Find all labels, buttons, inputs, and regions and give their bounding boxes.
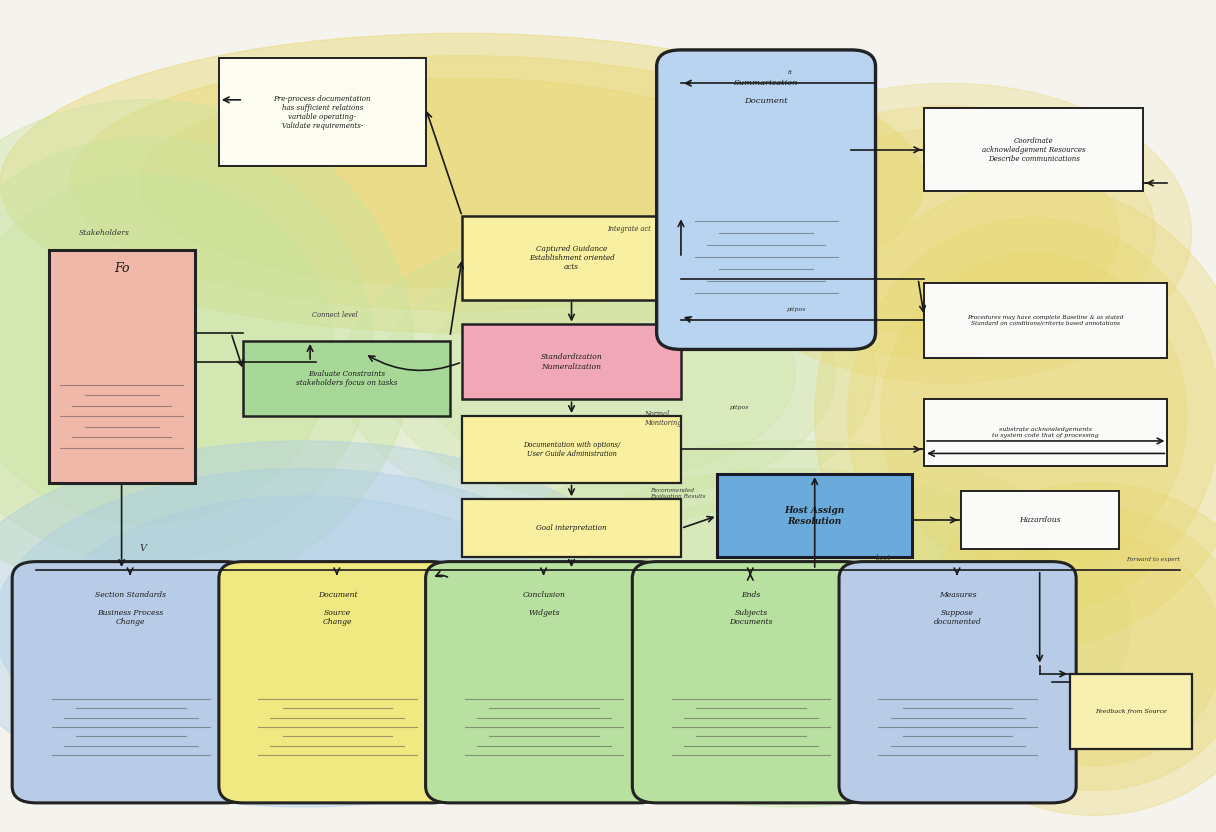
FancyBboxPatch shape [219,562,456,803]
FancyBboxPatch shape [717,474,912,557]
FancyBboxPatch shape [657,50,876,349]
Text: Document

Source
Change: Document Source Change [317,591,358,626]
Ellipse shape [848,218,1216,614]
Ellipse shape [0,100,413,599]
Ellipse shape [742,106,1155,360]
Text: Standardization
Numeralization: Standardization Numeralization [541,354,602,370]
Ellipse shape [0,175,333,524]
Ellipse shape [778,128,1119,338]
FancyBboxPatch shape [961,491,1119,549]
Ellipse shape [815,183,1216,649]
Text: Measures

Suppose
documented: Measures Suppose documented [934,591,981,626]
FancyBboxPatch shape [924,283,1167,358]
Text: Fo: Fo [114,262,129,275]
Text: substrate acknowledgements
to system code that of processing: substrate acknowledgements to system cod… [992,428,1099,438]
Ellipse shape [450,441,1131,807]
Text: Integrate act: Integrate act [607,225,651,233]
FancyBboxPatch shape [243,341,450,416]
FancyBboxPatch shape [426,562,663,803]
FancyBboxPatch shape [49,250,195,483]
Text: Stakeholders: Stakeholders [79,229,130,237]
Ellipse shape [967,532,1216,765]
Text: Procedures may have complete Baseline & as stated
Standard on conditions/criteri: Procedures may have complete Baseline & … [968,315,1124,325]
Text: Summarization

Document: Summarization Document [733,79,799,106]
Text: Captured Guidance
Establishment oriented
acts: Captured Guidance Establishment oriented… [529,245,614,271]
Text: Goal interpretation: Goal interpretation [536,524,607,532]
Ellipse shape [705,83,1192,383]
Ellipse shape [0,468,614,780]
Text: pitpos: pitpos [730,405,749,410]
Text: Normal
Monitoring: Normal Monitoring [644,409,682,427]
FancyBboxPatch shape [462,324,681,399]
FancyBboxPatch shape [632,562,869,803]
Ellipse shape [0,137,373,562]
Text: Coordinate
acknowledgement Resources
Describe communications: Coordinate acknowledgement Resources Des… [981,136,1086,163]
Text: V: V [140,544,147,553]
Ellipse shape [0,441,669,807]
Text: Pre-process documentation
has sufficient relations
variable operating-
Validate : Pre-process documentation has sufficient… [274,95,371,130]
Text: Conclusion

Widgets: Conclusion Widgets [523,591,565,617]
Text: tt: tt [788,70,793,75]
Text: Recommended
Evaluation Results: Recommended Evaluation Results [651,488,706,499]
Ellipse shape [912,483,1216,815]
Ellipse shape [552,496,1029,752]
Text: Ends

Subjects
Documents: Ends Subjects Documents [730,591,772,626]
FancyBboxPatch shape [924,108,1143,191]
Text: Feedback from Source: Feedback from Source [1094,709,1167,714]
FancyBboxPatch shape [462,416,681,483]
Text: Evaluate Constraints
stakeholders focus on tasks: Evaluate Constraints stakeholders focus … [295,370,398,387]
Text: Connect level: Connect level [311,310,358,319]
Ellipse shape [880,253,1187,579]
Text: Documentation with options/
User Guide Administration: Documentation with options/ User Guide A… [523,441,620,458]
Text: Hazardous: Hazardous [1019,516,1060,524]
FancyBboxPatch shape [462,216,681,300]
Text: pitpos: pitpos [787,307,806,312]
Text: Section Standards

Business Process
Change: Section Standards Business Process Chang… [95,591,167,626]
FancyBboxPatch shape [1070,674,1192,749]
FancyBboxPatch shape [924,399,1167,466]
Ellipse shape [501,468,1080,780]
Ellipse shape [340,225,876,524]
Ellipse shape [421,270,795,479]
Text: Host Assign
Resolution: Host Assign Resolution [784,506,845,526]
Ellipse shape [69,56,855,310]
FancyBboxPatch shape [12,562,249,803]
Text: boot: boot [876,553,890,562]
Ellipse shape [940,508,1216,790]
Ellipse shape [139,78,786,288]
Ellipse shape [0,33,924,333]
Ellipse shape [49,496,559,752]
FancyBboxPatch shape [462,499,681,557]
Text: Forward to expert: Forward to expert [1126,557,1180,562]
FancyBboxPatch shape [839,562,1076,803]
Ellipse shape [381,247,835,502]
FancyBboxPatch shape [219,58,426,166]
